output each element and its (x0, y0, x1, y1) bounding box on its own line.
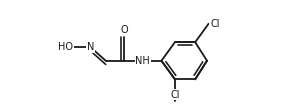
Text: N: N (87, 42, 94, 52)
Text: O: O (121, 25, 128, 35)
Text: NH: NH (136, 56, 150, 66)
Text: Cl: Cl (210, 19, 219, 29)
Text: HO: HO (58, 42, 73, 52)
Text: Cl: Cl (170, 90, 180, 100)
